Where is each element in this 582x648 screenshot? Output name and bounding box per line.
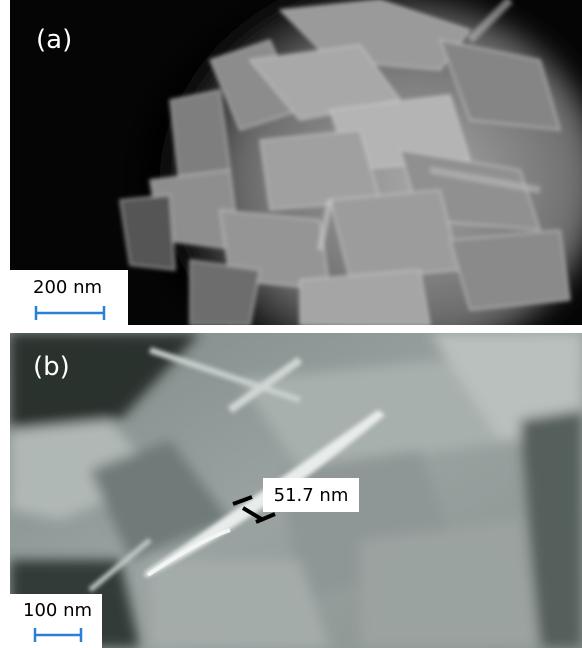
panel-a: (a) 200 nm xyxy=(10,0,582,370)
panel-b: (b) 51.7 nm 100 nm xyxy=(10,333,582,648)
figure: (a) 200 nm xyxy=(0,0,582,648)
measurement-label: 51.7 nm xyxy=(274,485,349,506)
scale-bar: 200 nm xyxy=(10,270,128,325)
scale-bar-label: 200 nm xyxy=(33,277,102,298)
scale-bar: 100 nm xyxy=(10,594,102,648)
panel-label: (a) xyxy=(36,25,72,55)
scale-bar-label: 100 nm xyxy=(23,600,92,621)
panel-label: (b) xyxy=(33,352,70,382)
